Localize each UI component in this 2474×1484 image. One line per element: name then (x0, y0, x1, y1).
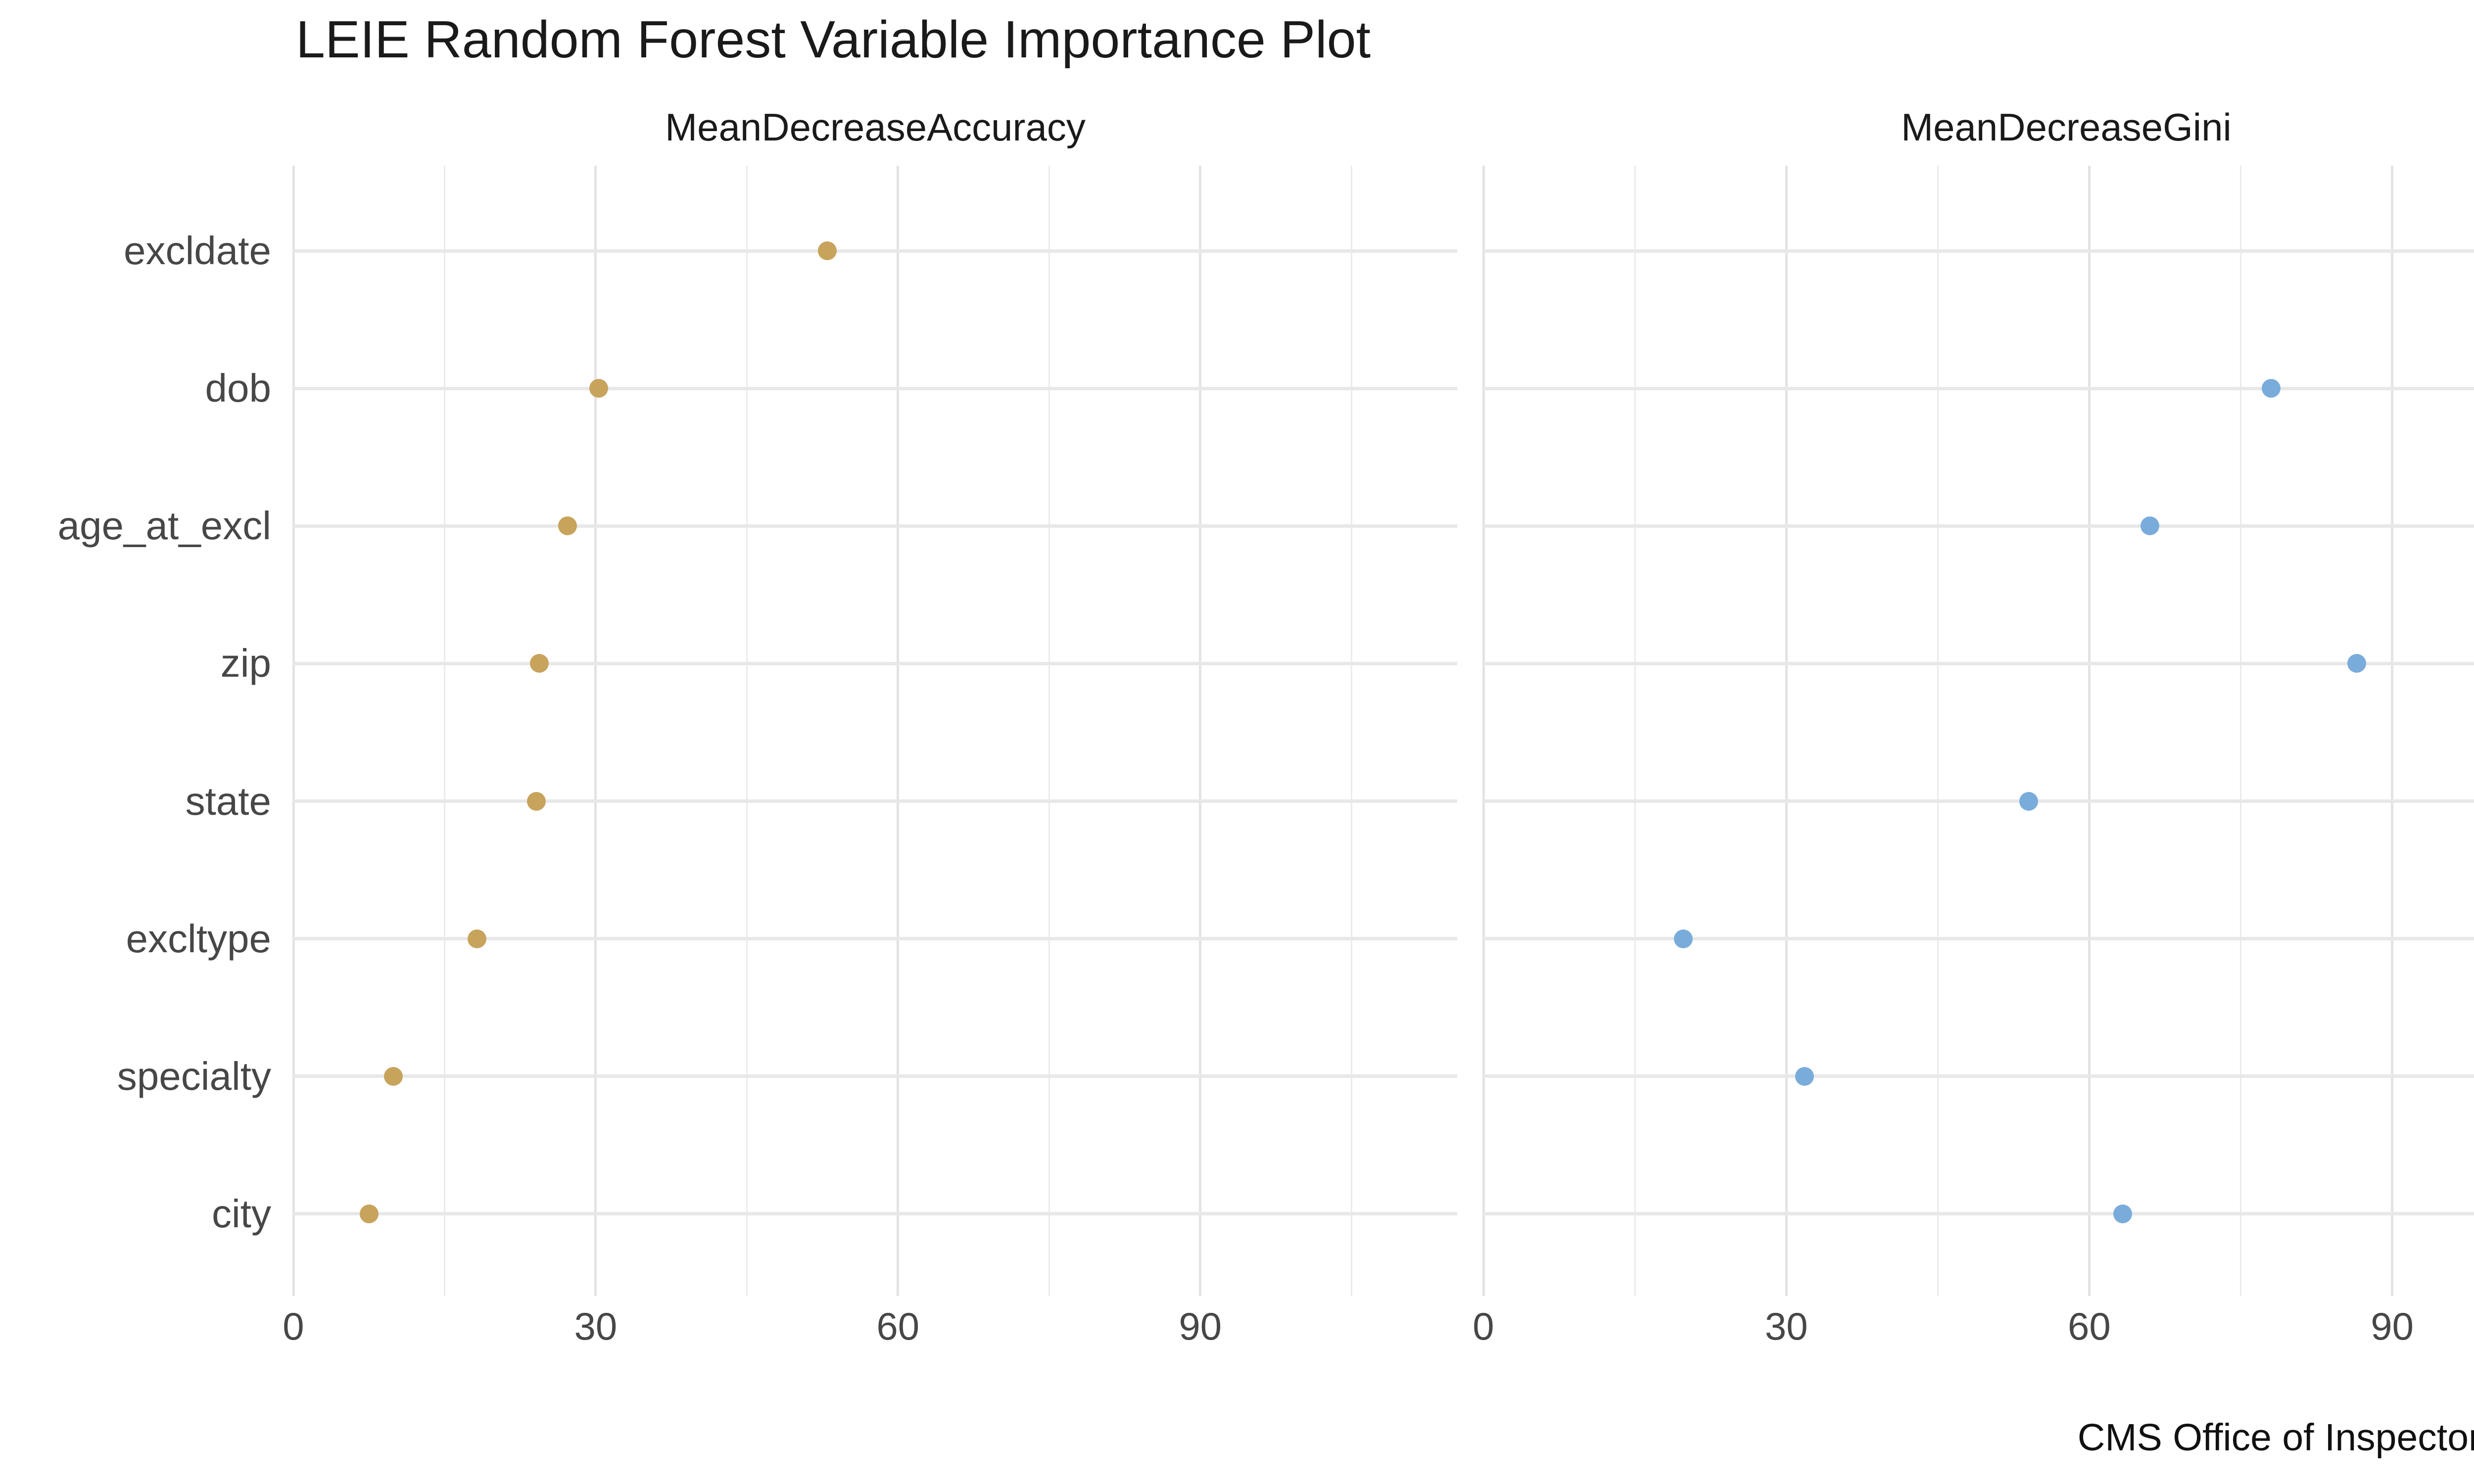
data-point-gini-state (2019, 791, 2038, 811)
data-point-accuracy-dob (589, 379, 609, 398)
y-axis-label-specialty: specialty (117, 1054, 271, 1098)
data-point-gini-age_at_excl (2140, 516, 2159, 536)
data-point-accuracy-state (526, 791, 546, 811)
gridline-row-city (1483, 1212, 2474, 1216)
y-axis-label-excltype: excltype (126, 916, 271, 961)
x-tick-label-gini-60: 60 (2068, 1304, 2111, 1348)
gridline-minor-x15 (443, 166, 445, 1296)
gridline-row-excldate (293, 249, 1457, 253)
gridline-row-state (1483, 799, 2474, 803)
gridline-row-zip (1483, 661, 2474, 665)
x-tick-label-accuracy-90: 90 (1179, 1304, 1222, 1348)
gridline-minor-x105 (1350, 166, 1352, 1296)
data-point-gini-city (2113, 1204, 2132, 1223)
data-point-accuracy-zip (529, 654, 549, 673)
data-point-accuracy-excltype (467, 929, 486, 948)
gridline-row-excldate (1483, 249, 2474, 253)
data-point-accuracy-city (359, 1204, 379, 1223)
gridline-major-x30 (1785, 166, 1788, 1296)
gridline-minor-x45 (746, 166, 748, 1296)
gridline-minor-x75 (1048, 166, 1050, 1296)
x-tick-label-gini-90: 90 (2371, 1304, 2414, 1348)
x-tick-label-accuracy-0: 0 (283, 1304, 304, 1348)
panel-title-mean-decrease-accuracy: MeanDecreaseAccuracy (665, 105, 1086, 149)
gridline-row-dob (1483, 386, 2474, 390)
gridline-major-x0 (1482, 166, 1485, 1296)
gridline-major-x30 (594, 166, 597, 1296)
gridline-row-excltype (293, 937, 1457, 941)
x-tick-label-accuracy-60: 60 (876, 1304, 920, 1348)
gridline-row-age_at_excl (293, 524, 1457, 528)
x-tick-label-gini-30: 30 (1764, 1304, 1808, 1348)
gridline-major-x60 (2088, 166, 2091, 1296)
gridline-major-x60 (897, 166, 900, 1296)
y-axis-label-excldate: excldate (124, 229, 271, 273)
gridline-major-x0 (292, 166, 295, 1296)
gridline-row-dob (293, 386, 1457, 390)
gridline-row-excltype (1483, 937, 2474, 941)
caption: CMS Office of Inspector General (2077, 1416, 2474, 1459)
panel-title-mean-decrease-gini: MeanDecreaseGini (1901, 105, 2232, 149)
y-axis-label-zip: zip (220, 641, 271, 686)
gridline-row-city (293, 1212, 1457, 1216)
y-axis-label-city: city (212, 1191, 271, 1236)
page-title: LEIE Random Forest Variable Importance P… (296, 10, 1371, 69)
data-point-gini-excltype (1674, 929, 1693, 948)
x-tick-label-accuracy-30: 30 (574, 1304, 618, 1348)
data-point-gini-specialty (1795, 1067, 1814, 1086)
gridline-minor-x75 (2240, 166, 2242, 1296)
y-axis-label-age_at_excl: age_at_excl (57, 504, 271, 548)
y-axis-label-dob: dob (205, 366, 271, 411)
data-point-accuracy-specialty (383, 1067, 403, 1086)
data-point-accuracy-excldate (818, 241, 837, 260)
gridline-row-age_at_excl (1483, 524, 2474, 528)
data-point-accuracy-age_at_excl (558, 516, 577, 536)
gridline-row-zip (293, 661, 1457, 665)
panel-mean-decrease-accuracy (292, 166, 1457, 1296)
y-axis-label-state: state (185, 779, 271, 823)
gridline-row-specialty (293, 1074, 1457, 1078)
panel-mean-decrease-gini (1482, 166, 2474, 1296)
gridline-major-x90 (2391, 166, 2394, 1296)
gridline-minor-x15 (1634, 166, 1636, 1296)
gridline-row-state (293, 799, 1457, 803)
x-tick-label-gini-0: 0 (1473, 1304, 1494, 1348)
data-point-gini-dob (2261, 379, 2281, 398)
gridline-major-x90 (1199, 166, 1202, 1296)
data-point-gini-zip (2347, 654, 2367, 673)
gridline-row-specialty (1483, 1074, 2474, 1078)
gridline-minor-x45 (1937, 166, 1939, 1296)
